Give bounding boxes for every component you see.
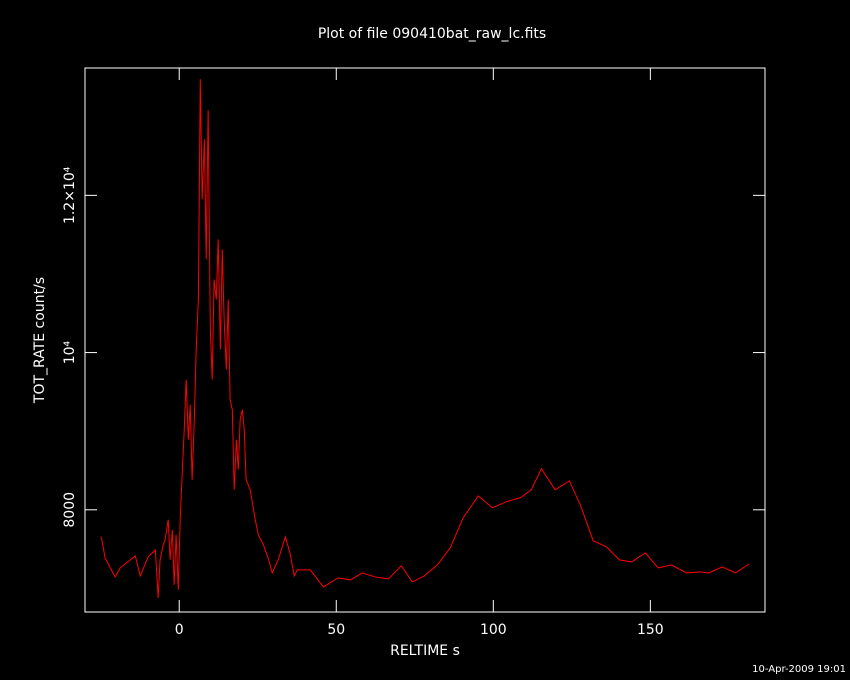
x-tick-label: 0 — [175, 622, 184, 638]
chart-title: Plot of file 090410bat_raw_lc.fits — [318, 26, 546, 42]
x-tick-label: 150 — [637, 622, 664, 638]
y-tick-label: 10⁴ — [62, 340, 78, 364]
light-curve — [100, 79, 750, 598]
plot-frame — [84, 67, 766, 613]
x-tick-label: 50 — [327, 622, 345, 638]
x-tick-label: 100 — [480, 622, 507, 638]
footer: 10-Apr-2009 19:01 — [752, 664, 846, 675]
y-tick-label: 8000 — [62, 492, 78, 528]
y-axis-label: TOT_RATE count/s — [32, 277, 48, 404]
x-axis-label: RELTIME s — [390, 643, 460, 659]
y-tick-label: 1.2×10⁴ — [62, 166, 78, 224]
